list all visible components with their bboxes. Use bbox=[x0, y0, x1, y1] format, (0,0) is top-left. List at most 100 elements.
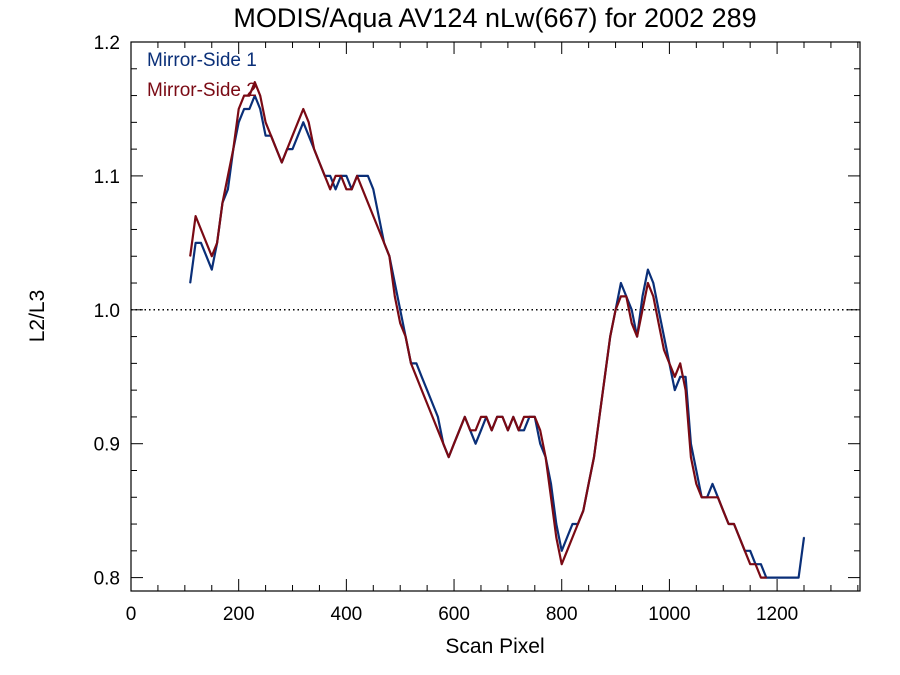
data-point-series-2 bbox=[685, 389, 687, 391]
y-axis-label: L2/L3 bbox=[26, 290, 49, 343]
data-point-series-2 bbox=[528, 416, 531, 418]
data-point-series-2 bbox=[647, 282, 649, 284]
data-point-series-2 bbox=[388, 255, 390, 257]
data-point-series-1 bbox=[571, 523, 574, 525]
data-point-series-2 bbox=[372, 215, 374, 217]
data-point-series-1 bbox=[620, 282, 622, 284]
data-point-series-2 bbox=[609, 336, 611, 338]
data-point-series-1 bbox=[475, 443, 477, 445]
x-tick-label: 400 bbox=[331, 604, 363, 625]
data-point-series-1 bbox=[781, 577, 784, 579]
chart-title: MODIS/Aqua AV124 nLw(667) for 2002 289 bbox=[233, 3, 756, 33]
data-point-series-2 bbox=[668, 362, 671, 364]
data-point-series-1 bbox=[641, 295, 644, 297]
data-point-series-2 bbox=[534, 416, 536, 418]
plot-area bbox=[189, 81, 806, 579]
data-point-series-2 bbox=[324, 175, 326, 177]
data-point-series-2 bbox=[275, 148, 277, 150]
data-point-series-1 bbox=[189, 282, 191, 284]
data-point-series-2 bbox=[663, 349, 665, 351]
legend: Mirror-Side 1 Mirror-Side 2 bbox=[147, 50, 257, 101]
data-point-series-2 bbox=[426, 402, 428, 405]
data-point-series-1 bbox=[679, 376, 681, 378]
data-point-series-2 bbox=[297, 121, 299, 123]
data-point-series-1 bbox=[555, 523, 557, 525]
data-point-series-1 bbox=[335, 188, 337, 190]
data-point-series-2 bbox=[254, 81, 256, 83]
data-point-series-1 bbox=[378, 215, 380, 217]
data-point-series-2 bbox=[518, 429, 520, 431]
y-tick-label: 1.0 bbox=[94, 301, 120, 322]
data-point-series-2 bbox=[415, 376, 417, 378]
data-point-series-2 bbox=[754, 563, 757, 565]
data-point-series-1 bbox=[792, 577, 794, 579]
data-point-series-1 bbox=[361, 175, 364, 177]
data-point-series-2 bbox=[561, 563, 563, 565]
data-point-series-1 bbox=[254, 95, 256, 97]
data-point-series-2 bbox=[679, 362, 681, 364]
data-point-series-2 bbox=[281, 161, 283, 164]
data-point-series-2 bbox=[211, 255, 213, 257]
data-point-series-2 bbox=[507, 429, 509, 431]
data-point-series-2 bbox=[550, 496, 552, 498]
data-point-series-2 bbox=[378, 228, 380, 231]
data-point-series-2 bbox=[571, 536, 574, 539]
data-point-series-1 bbox=[291, 148, 294, 150]
data-point-series-1 bbox=[631, 309, 633, 311]
y-tick-label: 0.9 bbox=[94, 435, 120, 456]
data-point-series-2 bbox=[749, 563, 751, 565]
data-point-series-2 bbox=[195, 215, 197, 217]
data-point-series-2 bbox=[238, 108, 240, 110]
data-point-series-2 bbox=[523, 416, 525, 418]
data-point-series-2 bbox=[593, 456, 595, 458]
data-point-series-1 bbox=[674, 389, 676, 391]
data-point-series-2 bbox=[302, 108, 304, 110]
data-point-series-2 bbox=[291, 135, 294, 137]
data-point-series-1 bbox=[658, 309, 660, 311]
data-point-series-2 bbox=[469, 429, 471, 431]
data-point-series-1 bbox=[426, 389, 428, 391]
legend-entry-2: Mirror-Side 2 bbox=[147, 80, 257, 101]
data-point-series-1 bbox=[652, 282, 654, 284]
data-point-series-2 bbox=[216, 242, 218, 244]
data-point-series-2 bbox=[442, 443, 444, 445]
data-point-series-2 bbox=[545, 456, 547, 458]
data-point-series-2 bbox=[512, 416, 514, 418]
data-point-series-2 bbox=[405, 336, 407, 338]
data-point-series-2 bbox=[496, 416, 498, 418]
data-point-series-2 bbox=[480, 416, 482, 418]
data-point-series-2 bbox=[200, 228, 202, 231]
data-point-series-2 bbox=[701, 496, 703, 498]
data-point-series-1 bbox=[647, 269, 649, 271]
data-point-series-2 bbox=[383, 242, 385, 244]
data-point-series-2 bbox=[501, 416, 504, 418]
data-point-series-2 bbox=[361, 188, 364, 190]
data-point-series-1 bbox=[372, 188, 374, 190]
data-point-series-2 bbox=[658, 322, 660, 324]
data-point-series-2 bbox=[733, 523, 735, 525]
data-point-series-2 bbox=[641, 309, 644, 311]
data-point-series-2 bbox=[335, 175, 337, 177]
data-point-series-1 bbox=[367, 175, 369, 177]
data-point-series-2 bbox=[227, 175, 229, 177]
data-point-series-2 bbox=[706, 496, 708, 498]
data-point-series-2 bbox=[431, 416, 434, 418]
data-point-series-2 bbox=[620, 295, 622, 297]
data-point-series-2 bbox=[248, 95, 250, 97]
data-point-series-1 bbox=[421, 376, 423, 378]
data-point-series-1 bbox=[308, 135, 310, 137]
ticks-layer: 0 200 400 600 800 1000 1200 0.8 0.9 1.0 1.1 1.2 bbox=[94, 33, 860, 625]
data-point-series-2 bbox=[345, 188, 347, 190]
data-point-series-2 bbox=[189, 255, 191, 257]
data-point-series-1 bbox=[394, 282, 396, 284]
data-point-series-1 bbox=[329, 175, 331, 177]
data-point-series-2 bbox=[437, 429, 439, 431]
data-point-series-1 bbox=[561, 550, 563, 552]
data-point-series-2 bbox=[394, 295, 396, 297]
data-point-series-1 bbox=[211, 269, 213, 271]
data-point-series-2 bbox=[555, 536, 557, 539]
data-point-series-2 bbox=[448, 456, 450, 458]
data-point-series-2 bbox=[690, 456, 692, 458]
data-point-series-1 bbox=[200, 242, 202, 244]
data-point-series-2 bbox=[308, 121, 310, 123]
